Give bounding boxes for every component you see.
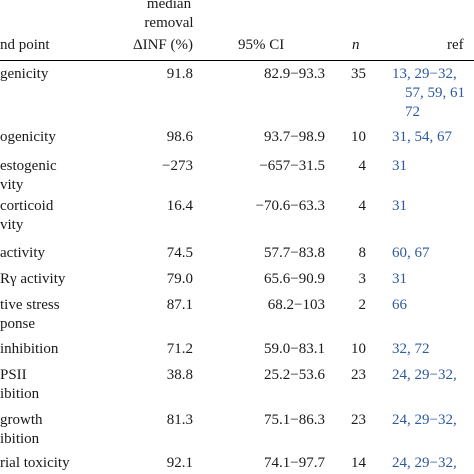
endpoint-cell: ibition (0, 386, 40, 402)
endpoint-cell: ogenicity (0, 129, 56, 145)
ci-cell: 57.7−83.8 (264, 245, 325, 261)
header-endpoint: nd point (0, 37, 50, 53)
median-removal-cell: 98.6 (166, 129, 193, 145)
ci-cell: 93.7−98.9 (264, 129, 325, 145)
ref-link[interactable]: 72 (405, 104, 420, 120)
endpoint-cell: activity (0, 245, 45, 261)
ci-cell: 25.2−53.6 (264, 367, 325, 383)
header-removal-line2: removal (144, 15, 194, 31)
endpoint-cell: ponse (0, 316, 35, 332)
n-cell: 8 (358, 245, 367, 261)
median-removal-cell: −273 (162, 158, 193, 174)
median-removal-cell: 87.1 (166, 297, 193, 313)
n-cell: 35 (351, 66, 366, 82)
endpoint-cell: rial toxicity (0, 455, 70, 471)
n-cell: 10 (351, 341, 366, 357)
ref-link[interactable]: 57, 59, 61 (405, 85, 465, 101)
ref-link[interactable]: 31 (392, 158, 407, 174)
ci-cell: −657−31.5 (259, 158, 325, 174)
header-rule (0, 60, 474, 61)
ci-cell: 59.0−83.1 (264, 341, 325, 357)
header-ref: ref (447, 37, 464, 53)
median-removal-cell: 81.3 (166, 412, 193, 428)
endpoint-cell: inhibition (0, 341, 59, 357)
endpoint-cell: vity (0, 177, 24, 193)
median-removal-cell: 71.2 (166, 341, 193, 357)
endpoint-cell: genicity (0, 66, 49, 82)
median-removal-cell: 91.8 (166, 66, 193, 82)
endpoint-cell: ibition (0, 431, 40, 447)
ref-link[interactable]: 24, 29−32, (392, 412, 457, 428)
n-cell: 14 (351, 455, 366, 471)
n-cell: 23 (351, 412, 366, 428)
ref-link[interactable]: 31 (392, 271, 407, 287)
endpoint-cell: estogenic (0, 158, 57, 174)
endpoint-cell: vity (0, 217, 24, 233)
median-removal-cell: 38.8 (166, 367, 193, 383)
median-removal-cell: 16.4 (166, 198, 193, 214)
n-cell: 3 (358, 271, 367, 287)
ref-link[interactable]: 24, 29−32, (392, 455, 457, 471)
n-cell: 4 (358, 198, 367, 214)
median-removal-cell: 92.1 (166, 455, 193, 471)
header-removal-line1: median (146, 0, 192, 12)
endpoint-cell: growth (0, 412, 43, 428)
ci-cell: −70.6−63.3 (255, 198, 325, 214)
header-n: n (352, 37, 360, 53)
n-cell: 23 (351, 367, 366, 383)
n-cell: 4 (358, 158, 367, 174)
n-cell: 10 (351, 129, 366, 145)
ref-link[interactable]: 31, 54, 67 (392, 129, 452, 145)
ref-link[interactable]: 24, 29−32, (392, 367, 457, 383)
n-cell: 2 (358, 297, 367, 313)
endpoint-cell: Rγ activity (0, 271, 66, 287)
ref-link[interactable]: 32, 72 (392, 341, 430, 357)
header-ci: 95% CI (238, 37, 285, 53)
endpoint-cell: tive stress (0, 297, 60, 313)
median-removal-cell: 74.5 (166, 245, 193, 261)
median-removal-cell: 79.0 (166, 271, 193, 287)
ci-cell: 65.6−90.9 (264, 271, 325, 287)
ci-cell: 74.1−97.7 (264, 455, 325, 471)
ci-cell: 68.2−103 (267, 297, 325, 313)
header-removal-line3: ΔINF (%) (132, 37, 193, 53)
endpoint-cell: PSII (0, 367, 27, 383)
ci-cell: 82.9−93.3 (264, 66, 325, 82)
endpoint-cell: corticoid (0, 198, 54, 214)
ci-cell: 75.1−86.3 (264, 412, 325, 428)
ref-link[interactable]: 66 (392, 297, 407, 313)
ref-link[interactable]: 13, 29−32, (392, 66, 457, 82)
ref-link[interactable]: 31 (392, 198, 407, 214)
ref-link[interactable]: 60, 67 (392, 245, 430, 261)
